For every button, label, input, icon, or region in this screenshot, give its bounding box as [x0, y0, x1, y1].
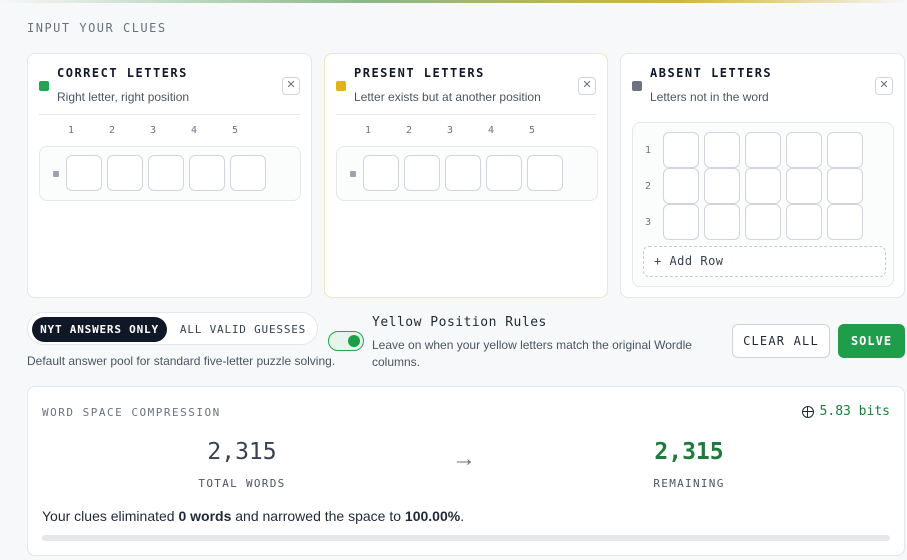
letter-cell[interactable]: [230, 155, 266, 191]
panel-title: CORRECT LETTERS: [57, 66, 188, 80]
total-words-label: TOTAL WORDS: [198, 477, 286, 490]
pool-description: Default answer pool for standard five-le…: [27, 354, 336, 368]
letter-cell[interactable]: [786, 204, 822, 240]
drag-handle-icon[interactable]: [350, 171, 356, 177]
letter-cell[interactable]: [704, 204, 740, 240]
column-number: 1: [365, 125, 372, 136]
letter-cell[interactable]: [745, 168, 781, 204]
column-numbers: 1 2 3 4 5: [66, 125, 271, 136]
column-number: 1: [68, 125, 75, 136]
panel-title: ABSENT LETTERS: [650, 66, 773, 80]
letter-cell[interactable]: [363, 155, 399, 191]
divider: [39, 114, 300, 115]
letter-cell[interactable]: [827, 204, 863, 240]
letter-cell[interactable]: [486, 155, 522, 191]
summary-part: Your clues eliminated: [42, 508, 179, 524]
summary-text: Your clues eliminated 0 words and narrow…: [42, 508, 464, 524]
letter-row: [336, 146, 598, 201]
column-number: 5: [232, 125, 239, 136]
stats-title: WORD SPACE COMPRESSION: [42, 406, 221, 419]
letter-cell[interactable]: [663, 168, 699, 204]
solve-button[interactable]: SOLVE: [838, 324, 905, 358]
letter-cell[interactable]: [148, 155, 184, 191]
pool-option-all-valid[interactable]: ALL VALID GUESSES: [179, 323, 307, 336]
remaining-label: REMAINING: [653, 477, 725, 490]
top-accent-bar: [0, 0, 907, 3]
absent-color-swatch: [632, 81, 642, 91]
total-words-value: 2,315: [207, 439, 277, 465]
column-number: 2: [109, 125, 116, 136]
letter-cell[interactable]: [745, 204, 781, 240]
letter-cell[interactable]: [704, 168, 740, 204]
summary-part: .: [460, 508, 465, 524]
word-space-panel: WORD SPACE COMPRESSION 5.83 bits 2,315 T…: [27, 386, 905, 556]
column-number: 3: [447, 125, 454, 136]
column-number: 2: [406, 125, 413, 136]
close-icon[interactable]: ✕: [875, 77, 893, 95]
absent-letters-panel: ABSENT LETTERS Letters not in the word ✕…: [620, 53, 905, 298]
narrowed-percent: 100.00%: [404, 508, 461, 524]
pool-option-nyt-answers[interactable]: NYT ANSWERS ONLY: [32, 317, 167, 342]
switch-knob: [348, 335, 360, 347]
letter-cell[interactable]: [827, 168, 863, 204]
absent-letter-grid: 1 2 3: [632, 122, 894, 287]
eliminated-count: 0 words: [178, 508, 232, 524]
remaining-value: 2,315: [654, 439, 724, 465]
letter-cell[interactable]: [66, 155, 102, 191]
panel-subtitle: Letter exists but at another position: [354, 90, 541, 104]
present-letters-panel: PRESENT LETTERS Letter exists but at ano…: [324, 53, 608, 298]
row-number: 1: [645, 144, 652, 156]
panel-title: PRESENT LETTERS: [354, 66, 485, 80]
letter-cell[interactable]: [786, 168, 822, 204]
clear-all-button[interactable]: CLEAR ALL: [732, 324, 830, 358]
elimination-progress-bar: [42, 535, 890, 541]
letter-cell[interactable]: [827, 132, 863, 168]
section-title: INPUT YOUR CLUES: [27, 21, 167, 35]
correct-letters-panel: CORRECT LETTERS Right letter, right posi…: [27, 53, 312, 298]
bits-readout: 5.83 bits: [801, 404, 890, 419]
yellow-position-rules-switch[interactable]: [328, 331, 364, 351]
letter-cell[interactable]: [404, 155, 440, 191]
crosshair-icon: [801, 405, 814, 418]
letter-row: [39, 146, 301, 201]
add-row-button[interactable]: + Add Row: [643, 246, 886, 277]
absent-row: 3: [633, 204, 863, 240]
present-color-swatch: [336, 81, 346, 91]
arrow-right-icon: →: [452, 445, 476, 472]
column-number: 3: [150, 125, 157, 136]
letter-cell[interactable]: [786, 132, 822, 168]
yellow-rules-title: Yellow Position Rules: [372, 315, 547, 330]
answer-pool-toggle: NYT ANSWERS ONLY ALL VALID GUESSES: [27, 312, 318, 345]
letter-cell[interactable]: [189, 155, 225, 191]
row-number: 3: [645, 216, 652, 228]
absent-row: 2: [633, 168, 863, 204]
row-number: 2: [645, 180, 652, 192]
drag-handle-icon[interactable]: [53, 171, 59, 177]
absent-row: 1: [633, 132, 863, 168]
bits-value: 5.83 bits: [819, 404, 890, 419]
correct-color-swatch: [39, 81, 49, 91]
letter-cell[interactable]: [745, 132, 781, 168]
column-numbers: 1 2 3 4 5: [363, 125, 568, 136]
panel-subtitle: Right letter, right position: [57, 90, 190, 104]
summary-part: and narrowed the space to: [231, 508, 405, 524]
close-icon[interactable]: ✕: [282, 77, 300, 95]
letter-cell[interactable]: [704, 132, 740, 168]
letter-cell[interactable]: [527, 155, 563, 191]
letter-cell[interactable]: [445, 155, 481, 191]
letter-cell[interactable]: [663, 132, 699, 168]
column-number: 5: [529, 125, 536, 136]
column-number: 4: [191, 125, 198, 136]
panel-subtitle: Letters not in the word: [650, 90, 769, 104]
close-icon[interactable]: ✕: [578, 77, 596, 95]
yellow-rules-description: Leave on when your yellow letters match …: [372, 338, 692, 369]
column-number: 4: [488, 125, 495, 136]
letter-cell[interactable]: [663, 204, 699, 240]
divider: [336, 114, 596, 115]
letter-cell[interactable]: [107, 155, 143, 191]
